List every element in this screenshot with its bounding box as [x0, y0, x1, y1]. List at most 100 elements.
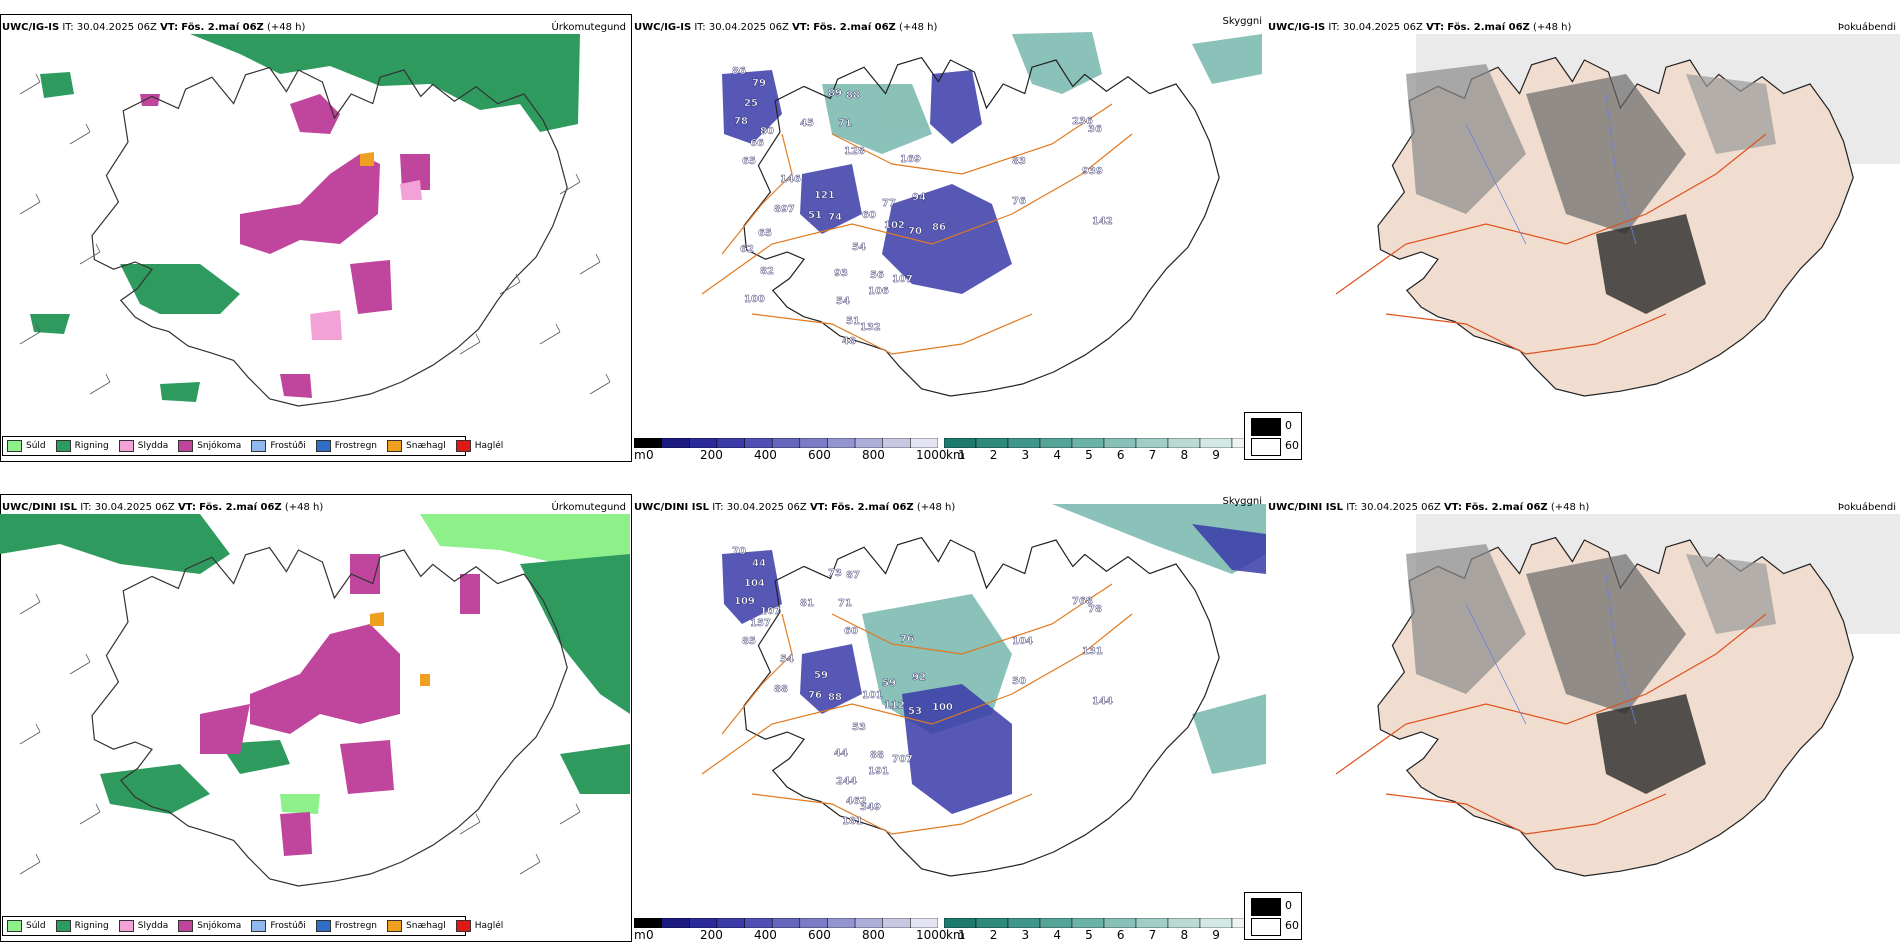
model-name: UWC/IG-IS: [1268, 22, 1326, 33]
colorbar-tick-label: 1: [958, 928, 966, 942]
ceiling-value-label: 102: [884, 220, 905, 231]
cloud-header: UWC/DINI ISL IT: 30.04.2025 06Z VT: Fös.…: [634, 502, 955, 513]
colorbar-tick-label: 9: [1212, 928, 1220, 942]
road-network: [1335, 613, 1767, 835]
ceiling-value-label: 80: [760, 126, 774, 137]
swatch-snaehagl: [387, 920, 403, 932]
ceiling-labels: 86 79 25 89 88 78 80 45 71 66 65 128 169 146 121 897 51 7…: [732, 66, 1113, 347]
fog-panel: UWC/IG-IS IT: 30.04.2025 06Z VT: Fös. 2.…: [1244, 14, 1900, 462]
it-label: IT:: [62, 22, 74, 33]
rivers: [1465, 573, 1637, 725]
fog-swatch-60: [1251, 918, 1281, 936]
it-label: IT:: [712, 502, 724, 513]
issue-time: 30.04.2025 06Z: [726, 502, 807, 513]
colorbar-tick-label: 9: [1212, 448, 1220, 462]
ceiling-value-label: 93: [834, 268, 848, 279]
issue-time: 30.04.2025 06Z: [94, 502, 175, 513]
swatch-snjokoma: [178, 920, 194, 932]
panel-title: Úrkomutegund: [551, 22, 626, 33]
legend-item-snaehagl: Snæhagl: [387, 440, 446, 452]
ceiling-value-label: 88: [828, 692, 842, 703]
colorbar-tick-label: 3: [1021, 928, 1030, 942]
ceiling-value-label: 71: [838, 118, 852, 129]
colorbar-segment: [744, 918, 773, 928]
colorbar-unit: km: [946, 448, 965, 462]
fog-swatch-60: [1251, 438, 1281, 456]
colorbar-tick-label: 2: [989, 448, 998, 462]
colorbar-tick-label: 4: [1053, 928, 1061, 942]
coastline: [91, 546, 568, 887]
ceiling-value-label: 109: [734, 596, 755, 607]
swatch-snjokoma: [178, 440, 194, 452]
precip-type-panel: UWC/DINI ISL IT: 30.04.2025 06Z VT: Fös.…: [0, 494, 632, 942]
ceiling-value-label: 76: [808, 690, 822, 701]
lead-time: (+48 h): [1532, 22, 1572, 33]
ceiling-value-label: 79: [752, 78, 766, 89]
road-network: [701, 583, 1133, 835]
forecast-row-1: UWC/IG-IS IT: 30.04.2025 06Z VT: Fös. 2.…: [0, 0, 1900, 470]
colorbar-segment: [799, 438, 828, 448]
legend-item-slydda: Slydda: [118, 920, 168, 932]
ceiling-value-label: 104: [1012, 636, 1033, 647]
model-name: UWC/DINI ISL: [1268, 502, 1344, 513]
visibility-colorbar: [944, 918, 1264, 928]
ceiling-colorbar-labels: m 0 200 400 600 800 1000: [632, 448, 947, 462]
ceiling-value-label: 54: [852, 242, 866, 253]
ceiling-value-label: 25: [744, 98, 758, 109]
colorbar-tick-label: 800: [862, 448, 885, 462]
legend-item-snjokoma: Snjókoma: [178, 440, 241, 452]
swatch-snaehagl: [387, 440, 403, 452]
precip-type-map: [0, 514, 630, 887]
ceiling-value-label: 83: [1012, 156, 1026, 167]
panel-title: Skyggni: [1222, 496, 1262, 507]
lead-time: (+48 h): [266, 22, 306, 33]
colorbar-tick-label: 8: [1180, 448, 1189, 462]
colorbar-tick-label: 400: [754, 448, 777, 462]
cloud-panel: 86 79 25 89 88 78 80 45 71 66 65 128 169 146 121 897 51 7…: [632, 14, 1266, 462]
ceiling-value-label: 244: [836, 776, 857, 787]
fog-field: [1406, 64, 1776, 314]
colorbar-tick-label: 200: [700, 928, 723, 942]
panel-title: Skyggni: [1222, 16, 1262, 27]
swatch-frostudi: [251, 920, 267, 932]
ceiling-value-label: 142: [1092, 216, 1113, 227]
visibility-colorbar: [944, 438, 1264, 448]
swatch-sudl: [7, 920, 22, 932]
ceiling-colorbar: [634, 438, 938, 448]
ceiling-area: [722, 524, 1266, 814]
colorbar-tick-label: 800: [862, 928, 885, 942]
ceiling-value-label: 51: [808, 210, 822, 221]
ceiling-value-label: 94: [912, 192, 926, 203]
ceiling-value-label: 51: [846, 316, 860, 327]
colorbar-tick-label: 6: [1116, 928, 1125, 942]
legend-item-haglel: Haglél: [455, 920, 503, 932]
it-label: IT:: [694, 22, 706, 33]
ceiling-value-label: 236: [1072, 116, 1093, 127]
ceiling-value-label: 54: [780, 654, 794, 665]
colorbar-tick-label: 1000: [916, 448, 947, 462]
fog-panel: UWC/DINI ISL IT: 30.04.2025 06Z VT: Fös.…: [1244, 494, 1900, 942]
ceiling-value-label: 104: [744, 578, 765, 589]
fog-header: UWC/IG-IS IT: 30.04.2025 06Z VT: Fös. 2.…: [1268, 22, 1571, 33]
ceiling-value-label: 169: [900, 154, 921, 165]
precip-map-frame: [0, 494, 632, 942]
colorbar-tick-label: 7: [1148, 928, 1157, 942]
model-name: UWC/IG-IS: [2, 22, 60, 33]
fog-legend: 0 60: [1244, 412, 1302, 460]
colorbar-segment: [1071, 918, 1105, 928]
issue-time: 30.04.2025 06Z: [76, 22, 157, 33]
vt-label: VT:: [792, 22, 811, 33]
road-network: [1335, 133, 1767, 355]
ceiling-value-label: 144: [1092, 696, 1113, 707]
sleet-area: [310, 180, 422, 340]
colorbar-tick-label: 600: [808, 448, 831, 462]
it-label: IT:: [1346, 502, 1358, 513]
colorbar-tick-label: 0: [646, 928, 654, 942]
ceiling-value-label: 73: [828, 568, 842, 579]
rivers: [1465, 93, 1637, 245]
ceiling-value-label: 76: [1012, 196, 1026, 207]
ceiling-value-label: 92: [912, 672, 926, 683]
lead-time: (+48 h): [898, 22, 938, 33]
ceiling-value-label: 50: [1012, 676, 1026, 687]
